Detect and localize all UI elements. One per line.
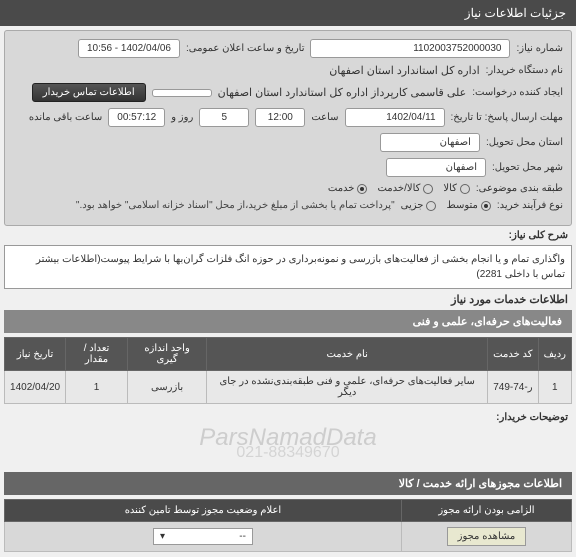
need-number-field: 1102003752000030 <box>310 39 510 58</box>
process-medium-label: متوسط <box>446 200 477 211</box>
col-row: ردیف <box>538 338 571 371</box>
remaining-label: ساعت باقی مانده <box>29 112 102 123</box>
province-label: استان محل تحویل: <box>486 137 563 148</box>
services-header: اطلاعات خدمات مورد نیاز <box>8 293 568 306</box>
need-number-label: شماره نیاز: <box>516 43 563 54</box>
class-both-radio[interactable]: کالا/خدمت <box>377 183 433 194</box>
days-label: روز و <box>171 112 193 123</box>
announce-date-field: 1402/04/06 - 10:56 <box>78 39 180 58</box>
services-table: ردیف کد خدمت نام خدمت واحد اندازه گیری ت… <box>4 337 572 404</box>
cell-unit: بازرسی <box>127 371 206 404</box>
class-goods-radio[interactable]: کالا <box>443 183 470 194</box>
process-partial-radio[interactable]: جزیی <box>401 200 437 211</box>
col-qty: تعداد / مقدار <box>66 338 128 371</box>
requester-value: علی قاسمی کارپرداز اداره کل استاندارد اس… <box>218 86 467 99</box>
cell-code: ر-74-749 <box>488 371 538 404</box>
page-header: جزئیات اطلاعات نیاز <box>0 0 576 26</box>
col-name: نام خدمت <box>207 338 488 371</box>
class-both-label: کالا/خدمت <box>377 183 420 194</box>
class-service-radio[interactable]: خدمت <box>328 183 368 194</box>
remaining-time-field: 00:57:12 <box>108 108 165 127</box>
deadline-date-field: 1402/04/11 <box>345 108 445 127</box>
col-code: کد خدمت <box>488 338 538 371</box>
radio-icon <box>481 201 491 211</box>
radio-icon <box>423 184 433 194</box>
cell-row: 1 <box>538 371 571 404</box>
city-field: اصفهان <box>386 158 486 177</box>
view-license-button[interactable]: مشاهده مجوز <box>447 527 527 546</box>
process-medium-radio[interactable]: متوسط <box>446 200 490 211</box>
buyer-notes-label: توضیحات خریدار: <box>496 412 568 423</box>
page-title: جزئیات اطلاعات نیاز <box>465 6 566 20</box>
status-select[interactable]: -- ▾ <box>153 528 253 545</box>
contact-empty-field <box>152 89 212 97</box>
process-label: نوع فرآیند خرید: <box>497 200 563 211</box>
need-desc-box: واگذاری تمام و یا انجام بخشی از فعالیت‌ه… <box>4 245 572 289</box>
cell-date: 1402/04/20 <box>5 371 66 404</box>
services-category: فعالیت‌های حرفه‌ای، علمی و فنی <box>4 310 572 333</box>
process-note: "پرداخت تمام یا بخشی از مبلغ خرید،از محل… <box>76 200 395 211</box>
table-row: 1 ر-74-749 سایر فعالیت‌های حرفه‌ای، علمی… <box>5 371 572 404</box>
license-row: مشاهده مجوز -- ▾ <box>5 522 572 552</box>
requester-label: ایجاد کننده درخواست: <box>472 87 563 98</box>
radio-icon <box>357 184 367 194</box>
cell-qty: 1 <box>66 371 128 404</box>
city-label: شهر محل تحویل: <box>492 162 563 173</box>
watermark-phone: 021-88349670 <box>236 444 339 462</box>
contact-buyer-button[interactable]: اطلاعات تماس خریدار <box>32 83 146 102</box>
buyer-org-label: نام دستگاه خریدار: <box>486 65 563 76</box>
col-status: اعلام وضعیت مجوز توسط تامین کننده <box>5 500 402 522</box>
buyer-notes-area: توضیحات خریدار: ParsNamadData 021-883496… <box>4 408 572 468</box>
radio-icon <box>426 201 436 211</box>
process-radio-group: متوسط جزیی <box>401 200 491 211</box>
buyer-org-value: اداره کل استاندارد استان اصفهان <box>329 64 479 77</box>
radio-icon <box>460 184 470 194</box>
class-label: طبقه بندی موضوعی: <box>476 183 563 194</box>
col-unit: واحد اندازه گیری <box>127 338 206 371</box>
deadline-label: مهلت ارسال پاسخ: تا تاریخ: <box>451 112 563 123</box>
need-desc-text: واگذاری تمام و یا انجام بخشی از فعالیت‌ه… <box>36 254 565 280</box>
announce-date-label: تاریخ و ساعت اعلان عمومی: <box>186 43 305 54</box>
license-status-cell: -- ▾ <box>5 522 402 552</box>
process-partial-label: جزیی <box>401 200 424 211</box>
license-header: اطلاعات مجوزهای ارائه خدمت / کالا <box>4 472 572 495</box>
info-section: شماره نیاز: 1102003752000030 تاریخ و ساع… <box>4 30 572 226</box>
class-service-label: خدمت <box>328 183 355 194</box>
deadline-time-field: 12:00 <box>255 108 305 127</box>
province-field: اصفهان <box>380 133 480 152</box>
col-date: تاریخ نیاز <box>5 338 66 371</box>
time-label-1: ساعت <box>311 112 338 123</box>
days-value-field: 5 <box>199 108 249 127</box>
cell-name: سایر فعالیت‌های حرفه‌ای، علمی و فنی طبقه… <box>207 371 488 404</box>
need-desc-header: شرح کلی نیاز: <box>509 230 568 241</box>
col-mandatory: الزامی بودن ارائه مجوز <box>401 500 571 522</box>
class-goods-label: کالا <box>443 183 457 194</box>
license-table: الزامی بودن ارائه مجوز اعلام وضعیت مجوز … <box>4 499 572 552</box>
class-radio-group: کالا کالا/خدمت خدمت <box>328 183 470 194</box>
chevron-down-icon: ▾ <box>160 531 165 542</box>
select-value: -- <box>239 531 246 542</box>
license-mandatory-cell: مشاهده مجوز <box>401 522 571 552</box>
